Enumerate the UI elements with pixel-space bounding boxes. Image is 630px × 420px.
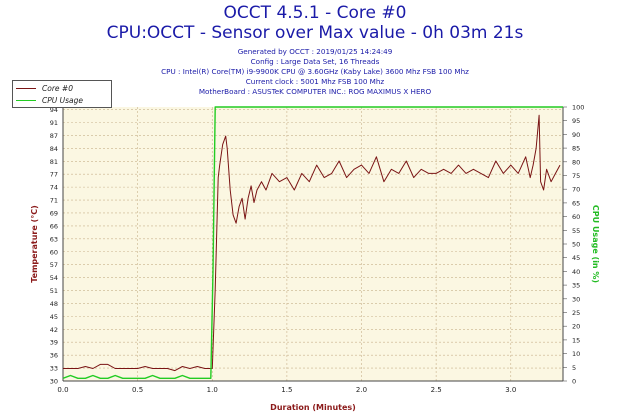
y2-tick-label: 30 xyxy=(572,295,580,303)
y-tick-label: 48 xyxy=(50,300,58,308)
y2-tick-label: 70 xyxy=(572,186,580,194)
y-tick-label: 94 xyxy=(50,106,58,114)
legend-item-core: Core #0 xyxy=(16,82,73,94)
y-tick-label: 84 xyxy=(50,145,58,153)
y2-axis-label: CPU Usage (in %) xyxy=(591,205,600,283)
y-tick-label: 71 xyxy=(50,197,58,205)
y-tick-label: 66 xyxy=(50,222,58,230)
y-tick-label: 69 xyxy=(50,209,58,217)
y-tick-label: 36 xyxy=(50,352,58,360)
y2-tick-label: 60 xyxy=(572,213,580,221)
y2-tick-label: 25 xyxy=(572,309,580,317)
y-tick-label: 39 xyxy=(50,339,58,347)
x-tick-label: 2.5 xyxy=(431,386,442,394)
legend-item-cpu-usage: CPU Usage xyxy=(16,94,83,106)
clock-info: Current clock : 5001 Mhz FSB 100 Mhz xyxy=(245,77,385,86)
legend-label-core: Core #0 xyxy=(42,83,73,93)
y2-tick-label: 5 xyxy=(572,364,576,372)
y-tick-label: 91 xyxy=(50,119,58,127)
legend-label-cpu-usage: CPU Usage xyxy=(42,95,84,105)
y-tick-label: 45 xyxy=(50,313,58,321)
config-info: Config : Large Data Set, 16 Threads xyxy=(250,57,380,66)
y-tick-label: 60 xyxy=(50,248,58,256)
motherboard-info: MotherBoard : ASUSTeK COMPUTER INC.: ROG… xyxy=(198,87,432,96)
y2-tick-label: 45 xyxy=(572,254,580,262)
y2-tick-label: 100 xyxy=(572,104,584,112)
y-tick-label: 57 xyxy=(50,261,58,269)
y2-tick-label: 50 xyxy=(572,241,580,249)
y2-tick-label: 90 xyxy=(572,131,580,139)
y2-tick-label: 40 xyxy=(572,268,580,276)
x-tick-label: 0.0 xyxy=(57,386,68,394)
y2-tick-label: 35 xyxy=(572,282,580,290)
y-tick-label: 51 xyxy=(50,287,58,295)
y-axis-label: Temperature (°C) xyxy=(30,205,39,283)
x-tick-label: 3.0 xyxy=(505,386,516,394)
y-tick-label: 87 xyxy=(50,132,58,140)
y2-tick-label: 0 xyxy=(572,378,576,386)
y-tick-label: 77 xyxy=(50,171,58,179)
y-tick-label: 42 xyxy=(50,326,58,334)
series-line-cpu-usage xyxy=(62,106,563,379)
chart-subtitle: CPU:OCCT - Sensor over Max value - 0h 03… xyxy=(106,23,524,43)
y2-tick-label: 85 xyxy=(572,145,580,153)
x-tick-label: 2.0 xyxy=(356,386,367,394)
y2-tick-label: 55 xyxy=(572,227,580,235)
generated-info: Generated by OCCT : 2019/01/25 14:24:49 xyxy=(237,47,393,56)
series-line-core xyxy=(63,114,561,372)
x-axis-label: Duration (Minutes) xyxy=(270,403,356,412)
y-tick-label: 30 xyxy=(50,378,58,386)
y2-tick-label: 75 xyxy=(572,172,580,180)
y2-tick-label: 95 xyxy=(572,117,580,125)
legend: Core #0 CPU Usage xyxy=(12,80,112,108)
y-tick-label: 63 xyxy=(50,235,58,243)
y2-tick-label: 80 xyxy=(572,158,580,166)
x-tick-label: 1.0 xyxy=(207,386,218,394)
plot-background xyxy=(63,107,563,381)
y-tick-label: 33 xyxy=(50,365,58,373)
y-tick-label: 74 xyxy=(50,184,58,192)
legend-swatch-cpu-usage xyxy=(16,99,36,101)
x-tick-label: 1.5 xyxy=(281,386,292,394)
cpu-info: CPU : Intel(R) Core(TM) i9-9900K CPU @ 3… xyxy=(161,67,469,76)
y2-tick-label: 15 xyxy=(572,336,580,344)
y-tick-label: 81 xyxy=(50,158,58,166)
y-tick-label: 54 xyxy=(50,274,58,282)
y2-tick-label: 10 xyxy=(572,350,580,358)
y2-tick-label: 20 xyxy=(572,323,580,331)
chart-title: OCCT 4.5.1 - Core #0 xyxy=(223,3,407,23)
x-tick-label: 0.5 xyxy=(132,386,143,394)
y2-tick-label: 65 xyxy=(572,199,580,207)
legend-swatch-core xyxy=(16,87,36,89)
